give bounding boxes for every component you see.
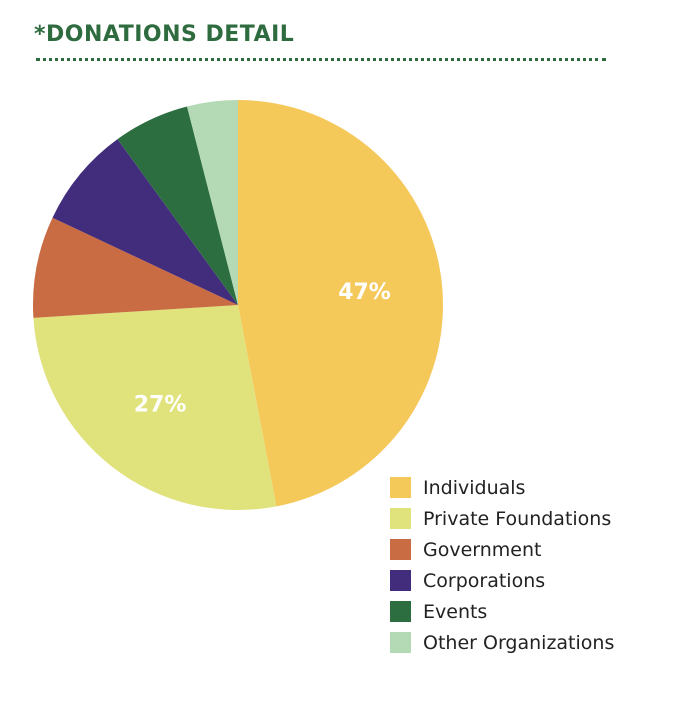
legend-swatch — [390, 508, 411, 529]
legend-item-corporations: Corporations — [390, 565, 614, 596]
pie-slice-government — [32, 217, 238, 318]
legend-swatch — [390, 570, 411, 591]
legend-swatch — [390, 477, 411, 498]
title-divider — [36, 58, 606, 61]
legend-label: Government — [423, 538, 542, 561]
legend-item-private-foundations: Private Foundations — [390, 503, 614, 534]
chart-legend: Individuals Private Foundations Governme… — [390, 472, 614, 658]
legend-item-other-organizations: Other Organizations — [390, 627, 614, 658]
legend-item-government: Government — [390, 534, 614, 565]
pie-slice-private-foundations — [33, 305, 277, 510]
pie-slice-events — [117, 106, 238, 305]
legend-label: Individuals — [423, 476, 526, 499]
slice-label: 47% — [338, 280, 391, 305]
legend-swatch — [390, 632, 411, 653]
legend-label: Events — [423, 600, 488, 623]
legend-label: Other Organizations — [423, 631, 615, 654]
legend-swatch — [390, 601, 411, 622]
chart-title: *DONATIONS DETAIL — [34, 22, 295, 47]
legend-label: Private Foundations — [423, 507, 612, 530]
legend-label: Corporations — [423, 569, 546, 592]
legend-swatch — [390, 539, 411, 560]
legend-item-events: Events — [390, 596, 614, 627]
slice-label: 27% — [134, 392, 187, 417]
pie-slice-corporations — [52, 139, 239, 305]
pie-slice-individuals — [238, 100, 444, 507]
pie-slice-other-organizations — [187, 100, 238, 305]
legend-item-individuals: Individuals — [390, 472, 614, 503]
